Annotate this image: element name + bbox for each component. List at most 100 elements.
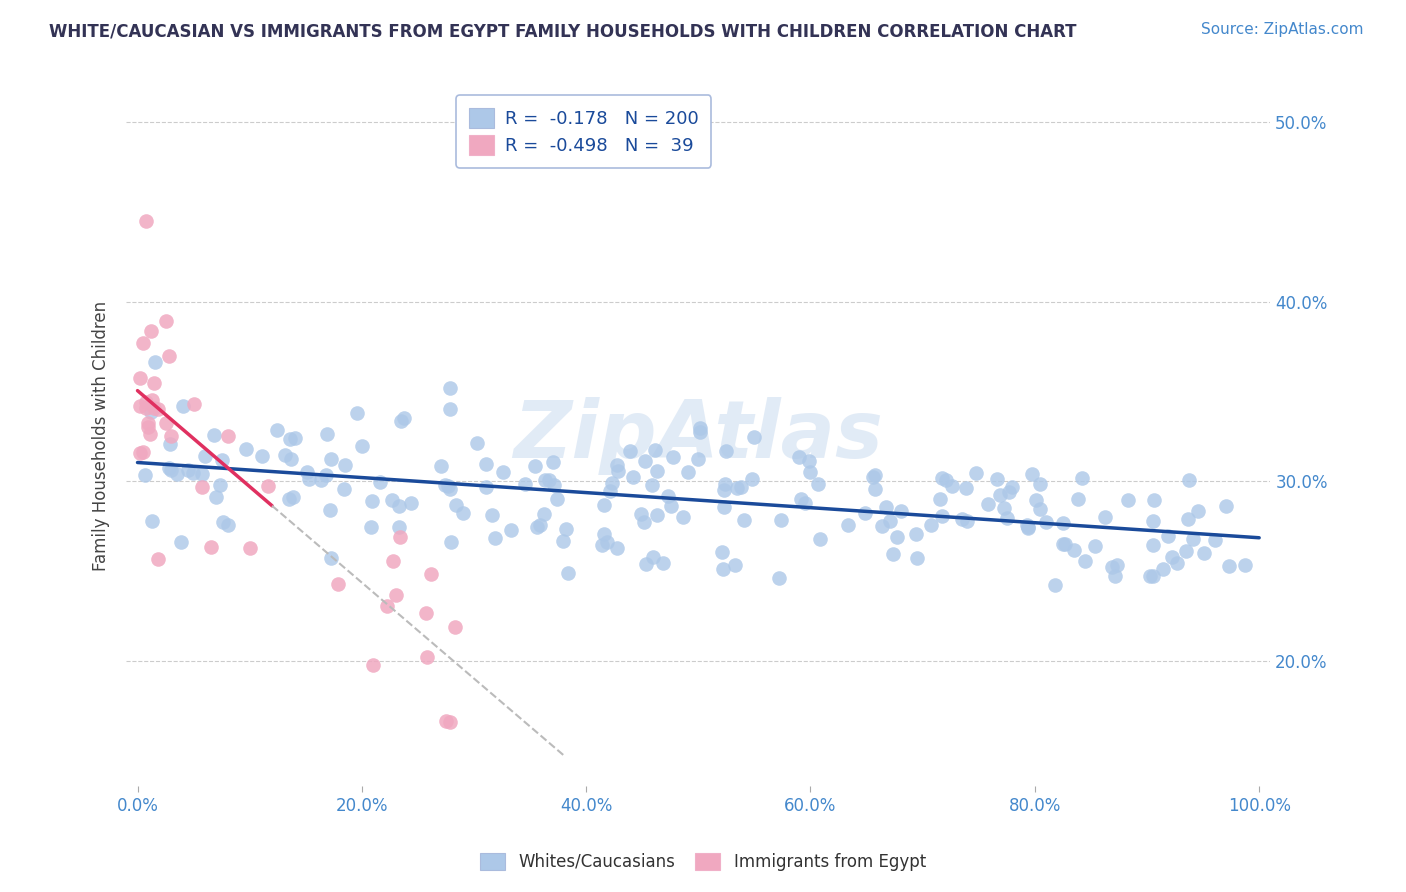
Point [920,517,942,532]
Point [433,477,456,491]
Point [879,514,901,528]
Point [1029,502,1052,516]
Point [742,429,765,443]
Point [202,427,225,442]
Point [1204,533,1226,547]
Point [905,526,928,541]
Point [1029,477,1052,491]
Point [633,515,655,529]
Point [1074,554,1097,568]
Point [319,451,342,466]
Point [955,481,977,495]
Point [995,511,1018,525]
Point [630,507,652,521]
Point [988,488,1011,502]
Point [662,450,685,464]
Point [280,452,302,467]
Point [157,460,180,475]
Point [606,458,628,472]
Point [657,489,679,503]
Point [688,452,710,467]
Point [886,530,908,544]
Point [533,507,555,521]
Point [1192,546,1215,560]
Point [278,433,301,447]
Point [1063,543,1085,558]
Point [132,445,155,459]
Point [533,473,555,487]
Point [484,531,506,545]
Point [651,556,673,570]
Point [444,498,467,512]
Point [172,399,194,413]
Point [862,469,884,483]
Point [440,535,463,549]
Point [281,490,304,504]
Point [1025,492,1047,507]
Point [935,473,957,487]
Point [499,523,522,537]
Point [217,517,239,532]
Point [591,538,613,552]
Point [160,429,183,443]
Point [129,446,152,460]
Point [1181,532,1204,546]
Point [200,540,222,554]
Point [965,466,987,480]
Point [135,214,157,228]
Point [1187,504,1209,518]
Point [385,588,408,602]
Point [1052,516,1074,530]
Point [543,477,565,491]
Point [1043,578,1066,592]
Point [513,477,536,491]
Point [391,413,413,427]
Point [419,567,441,582]
Point [1054,537,1077,551]
Point [546,492,568,507]
Point [159,349,181,363]
Point [790,492,813,507]
Point [634,558,657,572]
Point [689,425,711,440]
Point [360,520,382,534]
Point [950,512,973,526]
Point [875,500,897,514]
Point [645,464,668,478]
Point [212,516,235,530]
Point [169,535,191,549]
Point [730,480,752,494]
Point [710,545,733,559]
Point [543,455,565,469]
Point [208,478,231,492]
Point [1017,517,1039,532]
Point [274,448,297,462]
Point [183,397,205,411]
Point [526,520,548,534]
Point [492,466,515,480]
Point [714,476,737,491]
Point [928,491,950,506]
Point [430,458,453,473]
Point [1084,539,1107,553]
Point [1174,544,1197,558]
Point [799,454,821,468]
Point [136,419,159,434]
Point [141,514,163,528]
Point [444,620,467,634]
Text: ZipAtlas: ZipAtlas [513,397,883,475]
Point [725,481,748,495]
Point [1139,569,1161,583]
Point [439,482,461,496]
Point [863,468,886,483]
Point [1156,529,1178,543]
Point [177,463,200,477]
Point [332,483,354,497]
Legend: R =  -0.178   N = 200, R =  -0.498   N =  39: R = -0.178 N = 200, R = -0.498 N = 39 [457,95,711,168]
Point [250,449,273,463]
Point [475,457,498,471]
Point [870,519,893,533]
Point [388,499,411,513]
Point [142,401,165,416]
Point [211,453,233,467]
